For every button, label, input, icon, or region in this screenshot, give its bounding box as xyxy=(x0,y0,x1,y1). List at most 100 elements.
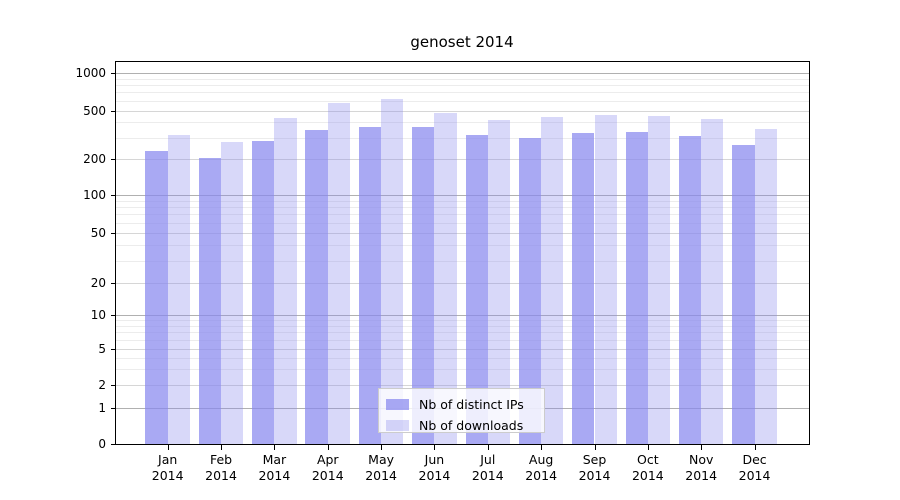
y-tick-label: 20 xyxy=(90,275,106,290)
y-tick-label: 200 xyxy=(83,152,106,166)
bar-mar-distinct-ips xyxy=(252,140,275,444)
y-tick-label: 1000 xyxy=(75,66,106,81)
y-minor-gridline xyxy=(115,340,809,342)
x-tick-label: May 2014 xyxy=(365,452,397,483)
chart-title: genoset 2014 xyxy=(410,33,514,51)
y-axis-tick xyxy=(111,349,115,350)
y-tick-label: 100 xyxy=(83,188,106,202)
bar-jul-downloads xyxy=(487,119,511,444)
x-axis-tick xyxy=(167,445,169,450)
bar-may-distinct-ips xyxy=(358,127,382,444)
legend-swatch-distinct-ips xyxy=(386,399,409,410)
bar-dec-distinct-ips xyxy=(732,145,755,444)
y-minor-gridline xyxy=(115,320,809,322)
bar-feb-distinct-ips xyxy=(198,158,222,444)
x-axis-tick xyxy=(381,445,383,450)
y-tick-label: 2 xyxy=(98,378,106,392)
y-minor-gridline xyxy=(115,332,809,334)
x-tick-label: Nov 2014 xyxy=(685,452,718,483)
y-axis-tick xyxy=(111,315,115,316)
y-tick-label: 1 xyxy=(98,401,106,415)
y-minor-gridline xyxy=(115,357,809,359)
y-axis-tick xyxy=(111,232,115,234)
y-minor-gridline xyxy=(115,214,809,216)
x-axis-tick xyxy=(701,445,703,450)
y-major-gridline xyxy=(115,73,809,75)
legend: Nb of distinct IPs Nb of downloads xyxy=(378,388,545,433)
bar-aug-downloads xyxy=(541,116,564,444)
y-minor-gridline xyxy=(115,222,809,224)
y-minor-gridline xyxy=(115,85,809,87)
axis-spine-left xyxy=(115,61,116,444)
x-axis-tick xyxy=(221,445,223,450)
bar-sep-downloads xyxy=(594,114,617,444)
y-major-gridline xyxy=(115,315,809,316)
bar-jun-distinct-ips xyxy=(412,127,435,444)
axis-spine-bottom xyxy=(115,444,810,445)
y-axis-tick xyxy=(111,282,115,284)
y-minor-gridline xyxy=(115,200,809,202)
x-tick-label: Dec 2014 xyxy=(738,452,771,483)
bar-mar-downloads xyxy=(274,117,297,444)
y-axis-tick xyxy=(111,444,115,445)
x-tick-label: Sep 2014 xyxy=(578,452,611,483)
x-axis-tick xyxy=(327,445,329,450)
legend-label-downloads: Nb of downloads xyxy=(419,418,524,433)
y-axis-tick xyxy=(111,385,115,386)
y-tick-label: 0 xyxy=(98,437,106,451)
y-minor-gridline xyxy=(115,122,809,124)
legend-row-distinct-ips: Nb of distinct IPs xyxy=(386,395,544,414)
x-tick-label: Aug 2014 xyxy=(525,452,558,483)
x-tick-label: Oct 2014 xyxy=(631,452,664,483)
y-major-gridline xyxy=(115,110,809,112)
bar-oct-downloads xyxy=(647,115,671,444)
bar-jan-distinct-ips xyxy=(145,151,168,444)
x-axis-tick xyxy=(274,445,276,450)
y-minor-gridline xyxy=(115,369,809,371)
bar-nov-distinct-ips xyxy=(678,136,702,444)
x-axis-tick xyxy=(754,445,756,450)
x-axis-tick xyxy=(541,445,543,450)
y-minor-gridline xyxy=(115,78,809,80)
y-major-gridline xyxy=(115,282,809,284)
legend-swatch-downloads xyxy=(386,420,409,431)
bar-apr-downloads xyxy=(327,103,351,444)
axis-spine-right xyxy=(809,61,810,445)
axis-spine-top xyxy=(115,61,809,62)
x-tick-label: Apr 2014 xyxy=(311,452,344,483)
x-axis-tick xyxy=(647,445,649,450)
y-minor-gridline xyxy=(115,325,809,327)
bar-dec-downloads xyxy=(754,129,777,444)
y-tick-label: 5 xyxy=(98,342,106,356)
bar-jun-downloads xyxy=(434,112,457,444)
x-tick-label: Jul 2014 xyxy=(471,452,504,483)
y-major-gridline xyxy=(115,195,809,196)
bar-sep-distinct-ips xyxy=(572,132,595,444)
bar-may-downloads xyxy=(381,99,404,444)
bar-jan-downloads xyxy=(167,134,190,444)
y-axis-tick xyxy=(111,408,115,409)
y-minor-gridline xyxy=(115,260,809,262)
bar-feb-downloads xyxy=(221,142,244,444)
y-axis-tick xyxy=(111,195,115,196)
legend-row-downloads: Nb of downloads xyxy=(386,416,544,435)
y-axis-tick xyxy=(111,110,115,112)
x-tick-label: Jan 2014 xyxy=(151,452,184,483)
y-major-gridline xyxy=(115,232,809,234)
y-minor-gridline xyxy=(115,244,809,246)
x-tick-label: Mar 2014 xyxy=(258,452,291,483)
bar-aug-distinct-ips xyxy=(518,138,542,444)
legend-label-distinct-ips: Nb of distinct IPs xyxy=(419,397,524,412)
bar-oct-distinct-ips xyxy=(625,131,648,444)
bar-jul-distinct-ips xyxy=(465,135,488,444)
x-tick-label: Feb 2014 xyxy=(205,452,237,483)
y-tick-label: 50 xyxy=(90,225,106,240)
y-axis-tick xyxy=(111,159,115,160)
y-minor-gridline xyxy=(115,92,809,94)
bar-nov-downloads xyxy=(701,119,724,444)
bar-apr-distinct-ips xyxy=(305,130,328,444)
y-minor-gridline xyxy=(115,207,809,209)
y-tick-label: 500 xyxy=(83,103,106,118)
y-minor-gridline xyxy=(115,100,809,102)
